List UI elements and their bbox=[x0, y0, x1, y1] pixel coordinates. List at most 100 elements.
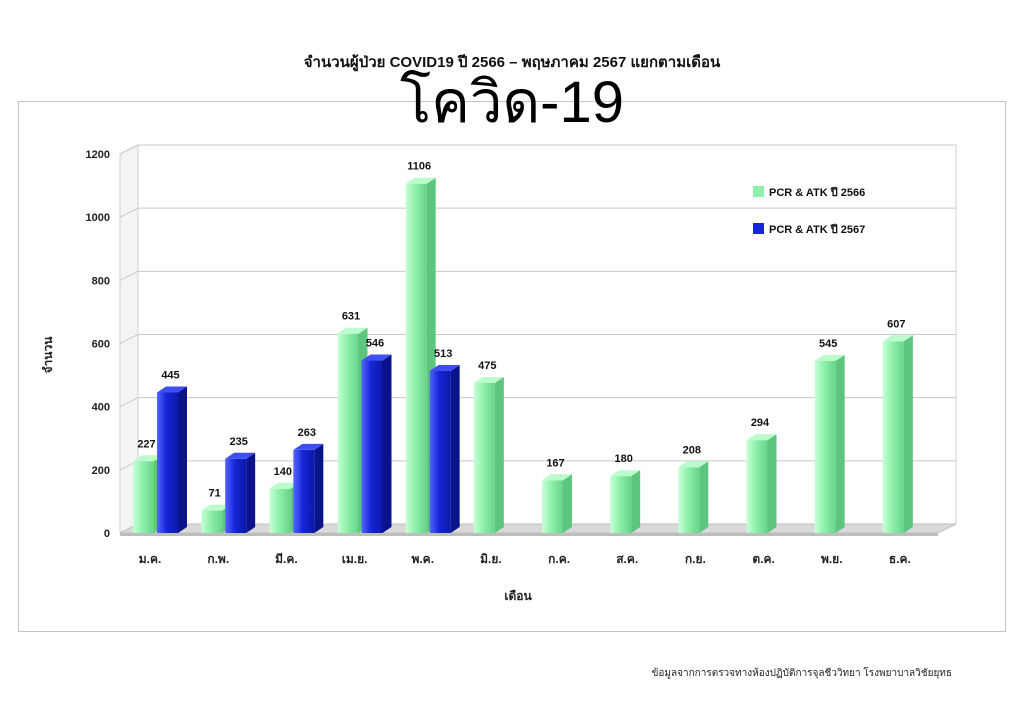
data-label: 235 bbox=[229, 436, 247, 448]
bar-front bbox=[678, 467, 700, 533]
x-tick-label: ก.ย. bbox=[685, 552, 706, 566]
bar-side bbox=[631, 470, 641, 533]
bar bbox=[610, 470, 641, 533]
data-label: 140 bbox=[274, 466, 292, 478]
gridline-side bbox=[119, 397, 139, 408]
x-tick-label: ก.พ. bbox=[207, 552, 229, 566]
bar bbox=[473, 376, 504, 533]
bar bbox=[429, 364, 460, 533]
legend-swatch bbox=[753, 186, 764, 197]
bar-side bbox=[450, 364, 460, 533]
bar bbox=[542, 474, 572, 533]
bar-side bbox=[903, 335, 913, 533]
bar-side bbox=[699, 461, 709, 533]
data-label: 475 bbox=[478, 360, 496, 372]
bar-top bbox=[269, 482, 300, 489]
data-label: 445 bbox=[161, 369, 179, 381]
x-tick-label: พ.ค. bbox=[411, 552, 434, 566]
x-tick-label: ก.ค. bbox=[548, 552, 570, 566]
bar-side bbox=[494, 376, 504, 533]
bar-top bbox=[157, 386, 187, 393]
bar-top bbox=[542, 474, 572, 481]
data-labels: 227 445 71 235 140 263 631 546 1106 513 475 167 180 2… bbox=[137, 161, 905, 500]
bar-front bbox=[133, 461, 154, 533]
x-axis-label: เดือน bbox=[504, 589, 532, 603]
bar-side bbox=[178, 386, 187, 533]
bar-side bbox=[563, 474, 572, 533]
data-label: 263 bbox=[298, 427, 316, 439]
bar-front bbox=[746, 440, 768, 533]
bar-top bbox=[361, 354, 392, 361]
x-tick-label: ส.ค. bbox=[616, 552, 638, 566]
bar-front bbox=[157, 392, 178, 533]
bar-top bbox=[746, 434, 777, 441]
legend: PCR & ATK ปี 2566 PCR & ATK ปี 2567 bbox=[753, 186, 865, 236]
bars bbox=[133, 177, 913, 533]
y-tick-label: 1000 bbox=[86, 212, 110, 224]
bar-front bbox=[293, 449, 315, 533]
bar-side bbox=[382, 354, 392, 533]
overlay-title: โควิด-19 bbox=[399, 70, 624, 135]
chart-title: จำนวนผู้ป่วย COVID19 ปี 2566 – พฤษภาคม 2… bbox=[303, 54, 721, 71]
data-label: 607 bbox=[887, 318, 905, 330]
floor-edge bbox=[120, 533, 938, 536]
bar-top bbox=[337, 327, 368, 334]
x-tick-label: มิ.ย. bbox=[480, 552, 502, 566]
bar-top bbox=[429, 364, 460, 371]
x-tick-label: ม.ค. bbox=[139, 552, 162, 566]
y-axis-label: จำนวน bbox=[41, 336, 55, 374]
bar-front bbox=[542, 480, 563, 533]
data-label: 1106 bbox=[407, 161, 431, 173]
bar-front bbox=[269, 488, 291, 533]
bar-front bbox=[225, 458, 247, 533]
bar-front bbox=[814, 360, 836, 533]
bar-front bbox=[429, 370, 451, 533]
bar-front bbox=[361, 360, 383, 533]
legend-label: PCR & ATK ปี 2566 bbox=[769, 186, 865, 199]
bar bbox=[882, 335, 913, 533]
bar-top bbox=[133, 455, 163, 462]
data-label: 227 bbox=[137, 438, 155, 450]
legend-item: PCR & ATK ปี 2566 bbox=[753, 186, 865, 199]
bar-side bbox=[314, 443, 324, 533]
gridline-side bbox=[119, 207, 139, 218]
x-tick-label: ธ.ค. bbox=[889, 552, 911, 566]
data-label: 546 bbox=[366, 338, 384, 350]
bar-top bbox=[473, 376, 504, 383]
x-tick-label: พ.ย. bbox=[821, 552, 843, 566]
y-tick-label: 800 bbox=[92, 275, 110, 287]
bar-front bbox=[882, 341, 904, 533]
gridline-side bbox=[119, 334, 139, 344]
legend-item: PCR & ATK ปี 2567 bbox=[753, 223, 865, 236]
x-tick-label: เม.ย. bbox=[342, 552, 368, 566]
bar-front bbox=[473, 382, 495, 533]
bar bbox=[157, 386, 187, 533]
bar-side bbox=[835, 354, 845, 533]
bar-top bbox=[814, 354, 845, 361]
bar-top bbox=[201, 504, 232, 511]
data-label: 71 bbox=[209, 488, 221, 500]
data-label: 167 bbox=[546, 457, 564, 469]
bar bbox=[814, 354, 845, 533]
bar-front bbox=[405, 183, 427, 533]
bar-top bbox=[225, 452, 256, 459]
bar-top bbox=[293, 443, 324, 450]
data-label: 294 bbox=[751, 417, 770, 429]
data-label: 545 bbox=[819, 338, 837, 350]
legend-label: PCR & ATK ปี 2567 bbox=[769, 223, 865, 236]
bar bbox=[678, 461, 709, 533]
axes: 0 200 400 600 800 1000 1200 ม.ค. ก.พ. มี.ค. เม.ย. พ… bbox=[41, 149, 911, 603]
bar-top bbox=[610, 470, 641, 477]
footnote: ข้อมูลจากการตรวจทางห้องปฏิบัติการจุลชีวว… bbox=[651, 668, 952, 679]
bar-front bbox=[337, 333, 359, 533]
bar-top bbox=[882, 335, 913, 342]
bar-front bbox=[201, 510, 223, 533]
bar bbox=[293, 443, 324, 533]
y-tick-label: 600 bbox=[92, 339, 110, 351]
bar bbox=[746, 434, 777, 533]
legend-swatch bbox=[753, 223, 764, 234]
y-tick-label: 1200 bbox=[86, 149, 110, 161]
bar bbox=[225, 452, 256, 533]
data-label: 631 bbox=[342, 311, 360, 323]
y-tick-label: 0 bbox=[104, 528, 110, 540]
